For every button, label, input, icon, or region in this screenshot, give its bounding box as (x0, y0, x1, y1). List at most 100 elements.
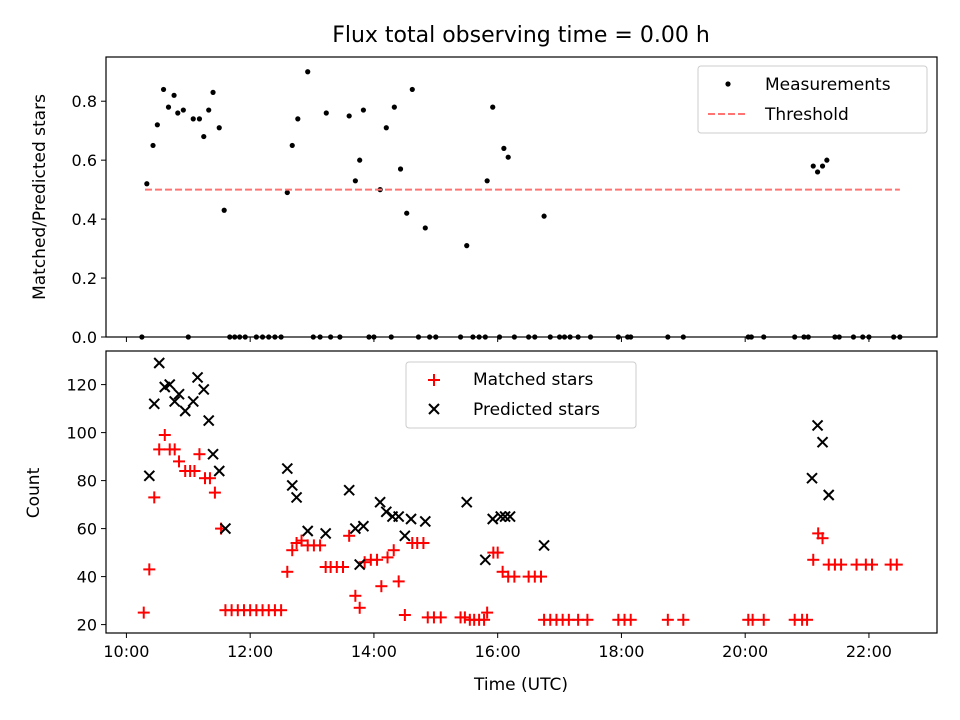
measurement-point (352, 178, 358, 184)
predicted-stars-point (499, 510, 511, 523)
matched-stars-point (624, 613, 637, 626)
predicted-stars-point (219, 522, 232, 535)
matched-stars-point (508, 570, 521, 583)
top-y-tick-label: 0.0 (72, 328, 97, 347)
matched-stars-point (295, 534, 308, 547)
predicted-stars-point (353, 558, 366, 571)
top-y-tick-label: 0.2 (72, 269, 97, 288)
predicted-stars-point (461, 496, 473, 508)
measurement-point (284, 189, 290, 196)
measurement-point (422, 225, 428, 231)
predicted-stars-point (419, 515, 431, 528)
measurement-point (541, 213, 547, 219)
measurement-point (289, 142, 295, 149)
matched-stars-point (534, 570, 547, 583)
matched-stars-point (387, 544, 400, 557)
bottom-legend: Matched stars Predicted stars (405, 361, 637, 429)
measurement-point (144, 181, 150, 187)
measurement-point (409, 86, 415, 93)
matched-stars-point (417, 537, 430, 549)
predicted-stars-point (164, 378, 176, 391)
matched-stars-point (661, 613, 674, 626)
matched-stars-point (203, 472, 216, 485)
measurement-point (190, 116, 196, 122)
matched-stars-point (158, 429, 171, 441)
measurement-point (360, 107, 367, 113)
matched-stars-point (353, 601, 366, 614)
measurement-point (383, 125, 389, 131)
predicted-stars-point (198, 383, 210, 396)
measurement-point (216, 125, 222, 131)
bottom-y-ticks: 20 40 60 80 100 120 (66, 376, 106, 635)
bottom-plot-area (137, 357, 903, 626)
measurement-point (391, 104, 397, 110)
bottom-y-tick-label: 60 (77, 520, 97, 539)
measurement-point (819, 163, 826, 169)
matched-stars-point (478, 613, 491, 626)
measurement-point (305, 69, 311, 75)
predicted-stars-point (286, 479, 298, 492)
legend-measurements-label: Measurements (765, 75, 891, 95)
matched-stars-point (434, 611, 447, 624)
predicted-stars-point (504, 510, 516, 523)
measurement-point (165, 104, 172, 110)
measurement-point (206, 107, 212, 113)
matched-stars-point (807, 553, 820, 566)
matched-stars-point (193, 448, 206, 461)
matched-stars-point (381, 551, 394, 564)
matched-stars-point (358, 556, 371, 569)
predicted-stars-point (495, 510, 507, 523)
predicted-stars-point (143, 470, 156, 482)
legend-threshold-label: Threshold (764, 105, 849, 125)
bottom-x-tick-label: 16:00 (475, 642, 521, 661)
predicted-stars-point (179, 405, 191, 417)
measurement-point (221, 207, 227, 213)
predicted-stars-point (207, 448, 219, 460)
measurement-point (171, 92, 177, 98)
matched-stars-point (890, 558, 903, 571)
predicted-stars-point (213, 465, 225, 477)
measurement-point (323, 110, 329, 116)
top-axes-frame (105, 56, 938, 338)
predicted-stars-point (290, 491, 303, 504)
legend-measurements-marker (725, 81, 731, 87)
bottom-y-axis-label: Count (24, 467, 44, 518)
predicted-stars-point (168, 395, 181, 408)
predicted-stars-point (806, 472, 818, 484)
measurement-point (180, 107, 186, 113)
predicted-stars-point (319, 527, 332, 540)
predicted-stars-point (302, 525, 314, 537)
matched-stars-point (398, 609, 411, 621)
matched-stars-point (343, 529, 356, 542)
matched-stars-point (168, 443, 181, 456)
predicted-stars-point (148, 398, 160, 410)
legend-matched-label: Matched stars (473, 370, 593, 390)
predicted-stars-point (281, 462, 294, 475)
predicted-stars-point (343, 484, 355, 496)
matched-stars-point (371, 553, 384, 566)
matched-stars-point (801, 613, 814, 626)
measurement-point (810, 163, 816, 169)
predicted-stars-point (392, 510, 405, 523)
matched-stars-point (275, 604, 288, 617)
matched-stars-point (153, 443, 166, 456)
top-y-tick-label: 0.4 (72, 210, 97, 229)
matched-stars-point (188, 465, 201, 477)
matched-stars-point (336, 561, 349, 573)
predicted-stars-point (191, 371, 204, 384)
predicted-stars-point (203, 414, 215, 427)
legend-predicted-label: Predicted stars (473, 400, 600, 420)
predicted-stars-point (538, 539, 550, 552)
top-legend-box (697, 65, 928, 134)
matched-stars-point (757, 613, 770, 626)
legend-predicted-marker (428, 403, 440, 415)
matched-stars-point (481, 606, 494, 619)
measurement-point (346, 113, 352, 119)
matched-stars-point (281, 565, 294, 578)
predicted-stars-point (405, 513, 417, 525)
measurement-point (814, 169, 821, 175)
bottom-x-tick-label: 22:00 (846, 642, 892, 661)
measurement-point (295, 116, 301, 122)
predicted-stars-point (479, 554, 492, 566)
measurement-point (357, 157, 363, 163)
